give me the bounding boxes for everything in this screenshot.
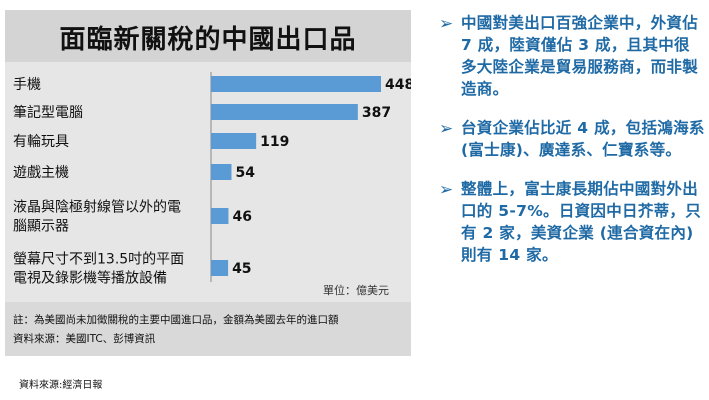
bar-value-label: 45 [232, 261, 251, 277]
bar [211, 133, 257, 149]
bullet-text: 中國對美出口百強企業中，外資佔 7 成，陸資僅佔 3 成，且其中很多大陸企業是貿… [461, 14, 699, 98]
bullet-item: ➢ 台資企業佔比近 4 成，包括鴻海系 (富士康)、廣達系、仁寶系等。 [437, 117, 705, 161]
category-label: 筆記型電腦 [13, 104, 83, 121]
bar-value-label: 54 [235, 165, 255, 181]
bullet-text: 台資企業佔比近 4 成，包括鴻海系 (富士康)、廣達系、仁寶系等。 [461, 119, 705, 159]
category-label: 液晶與陰極射線管以外的電 [13, 200, 181, 216]
category-label: 腦顯示器 [13, 219, 69, 235]
category-label: 手機 [13, 77, 41, 93]
bullet-item: ➢ 中國對美出口百強企業中，外資佔 7 成，陸資僅佔 3 成，且其中很多大陸企業… [437, 12, 705, 100]
chart-title-band [5, 10, 411, 62]
category-label: 電視及錄影機等播放設備 [13, 270, 167, 287]
unit-label: 單位：億美元 [323, 284, 389, 297]
note-box: 註：為美國尚未加徵關稅的主要中國進口品，金額為美國去年的進口額 資料來源：美國I… [5, 302, 411, 356]
category-label: 螢幕尺寸不到13.5吋的平面 [13, 252, 184, 268]
chart-panel: 面臨新關稅的中國出口品 448 手機 387 筆記型電腦 119 有輪玩具 54 遊戲主機 46… [5, 10, 411, 356]
bar-value-label: 448 [385, 77, 411, 93]
source-caption: 資料來源:經濟日報 [19, 380, 103, 391]
bar [211, 208, 229, 224]
bar [211, 76, 381, 92]
note-text: 註：為美國尚未加徵關稅的主要中國進口品，金額為美國去年的進口額 [13, 314, 339, 326]
chart-title: 面臨新關稅的中國出口品 [59, 25, 357, 55]
bullet-list: ➢ 中國對美出口百強企業中，外資佔 7 成，陸資僅佔 3 成，且其中很多大陸企業… [437, 12, 705, 283]
category-label: 遊戲主機 [13, 165, 69, 181]
bar [211, 164, 232, 180]
category-label: 有輪玩具 [13, 133, 69, 150]
arrow-bullet-icon: ➢ [439, 180, 454, 200]
arrow-bullet-icon: ➢ [439, 14, 454, 34]
bullet-text: 整體上，富士康長期佔中國對外出口的 5-7%。日資因中日芥蒂，只有 2 家，美資… [461, 180, 702, 264]
bar-chart: 448 手機 387 筆記型電腦 119 有輪玩具 54 遊戲主機 46 液晶與陰極射線管以外的電… [13, 72, 411, 287]
bar [211, 260, 229, 276]
bullet-item: ➢ 整體上，富士康長期佔中國對外出口的 5-7%。日資因中日芥蒂，只有 2 家，… [437, 178, 705, 266]
bar-value-label: 119 [260, 134, 289, 150]
bar [211, 104, 358, 120]
bar-value-label: 46 [232, 209, 251, 225]
bar-value-label: 387 [362, 105, 391, 121]
arrow-bullet-icon: ➢ [439, 119, 454, 139]
note-source: 資料來源：美國ITC、彭博資訊 [13, 333, 156, 345]
